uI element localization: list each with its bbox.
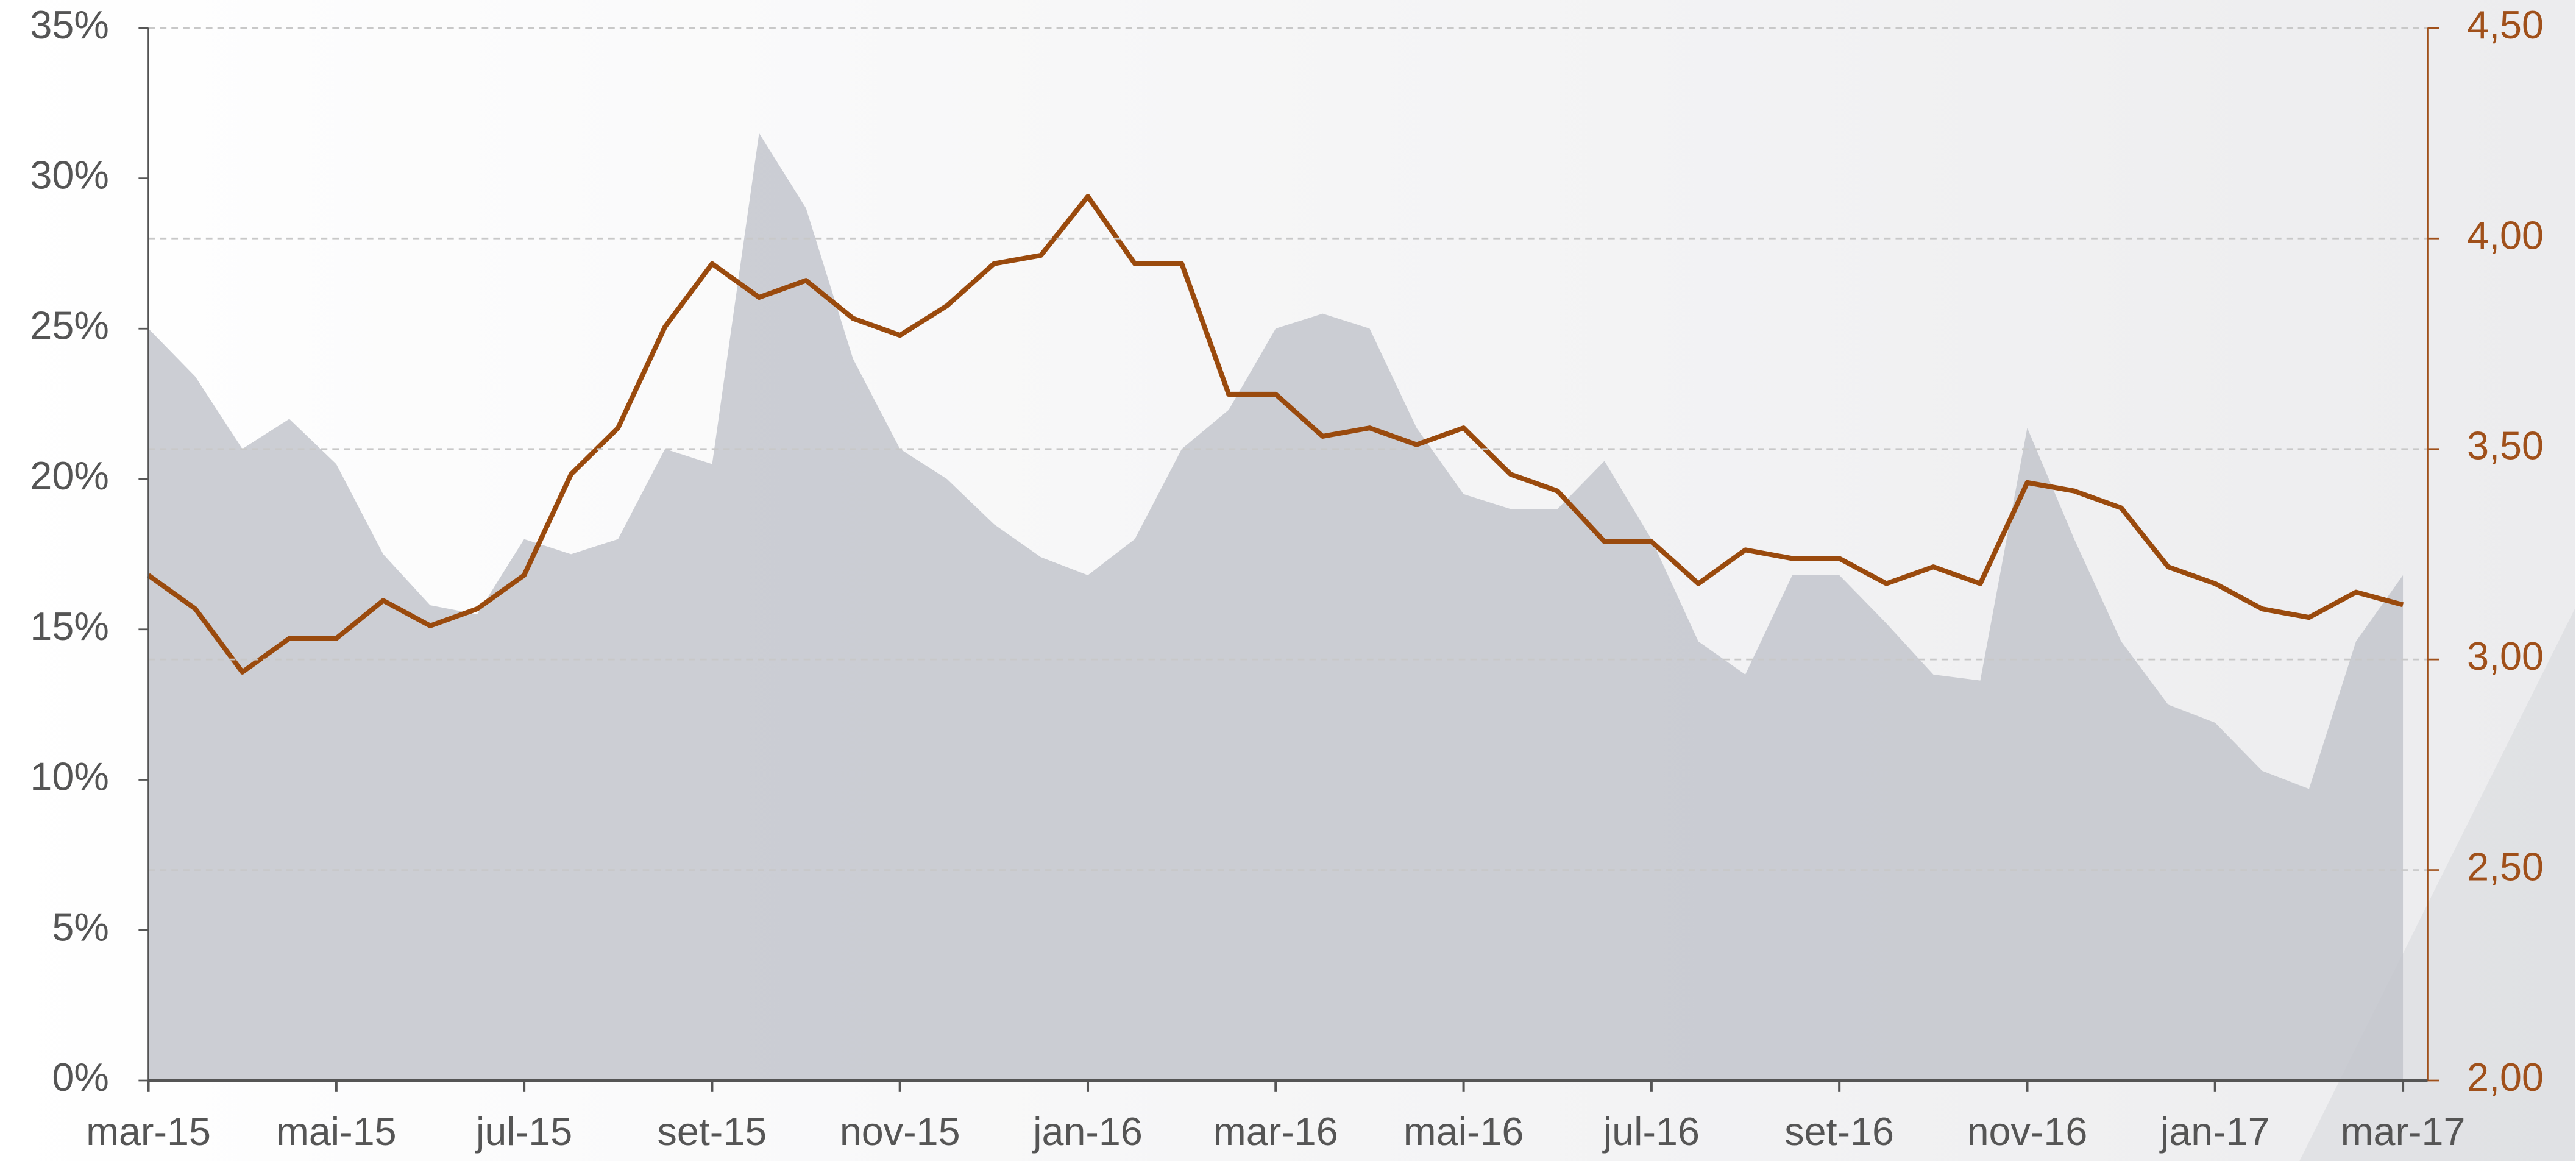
x-tick-label: jul-15 [475, 1109, 572, 1154]
x-tick-label: mar-15 [86, 1109, 211, 1154]
y-tick-label: 30% [30, 153, 108, 197]
x-tick-label: set-15 [658, 1109, 767, 1154]
x-tick-label: nov-15 [840, 1109, 960, 1154]
x-tick-label: jan-17 [2159, 1109, 2270, 1154]
y-tick-label: 25% [30, 303, 108, 347]
y-tick-label: 15% [30, 604, 108, 648]
line [147, 194, 2404, 675]
y2-tick-label: 4,50 [2467, 2, 2544, 47]
x-tick-label: mai-15 [276, 1109, 397, 1154]
x-tick-label: mar-17 [2341, 1109, 2466, 1154]
y2-tick-label: 4,00 [2467, 213, 2544, 257]
y-tick-label: 20% [30, 453, 108, 498]
x-tick-label: mar-16 [1213, 1109, 1338, 1154]
y-tick-label: 35% [30, 2, 108, 47]
x-tick-label: nov-16 [1967, 1109, 2088, 1154]
x-tick-label: jan-16 [1032, 1109, 1143, 1154]
y-tick-label: 0% [52, 1055, 108, 1099]
y2-tick-label: 3,50 [2467, 424, 2544, 468]
y2-tick-label: 2,00 [2467, 1055, 2544, 1099]
y2-tick-label: 3,00 [2467, 634, 2544, 678]
x-tick-label: jul-16 [1602, 1109, 1700, 1154]
y-tick-label: 5% [52, 904, 108, 949]
x-tick-label: mai-16 [1403, 1109, 1524, 1154]
y-tick-label: 10% [30, 754, 108, 799]
y2-tick-label: 2,50 [2467, 845, 2544, 889]
area [148, 133, 2404, 1081]
x-tick-label: set-16 [1784, 1109, 1894, 1154]
